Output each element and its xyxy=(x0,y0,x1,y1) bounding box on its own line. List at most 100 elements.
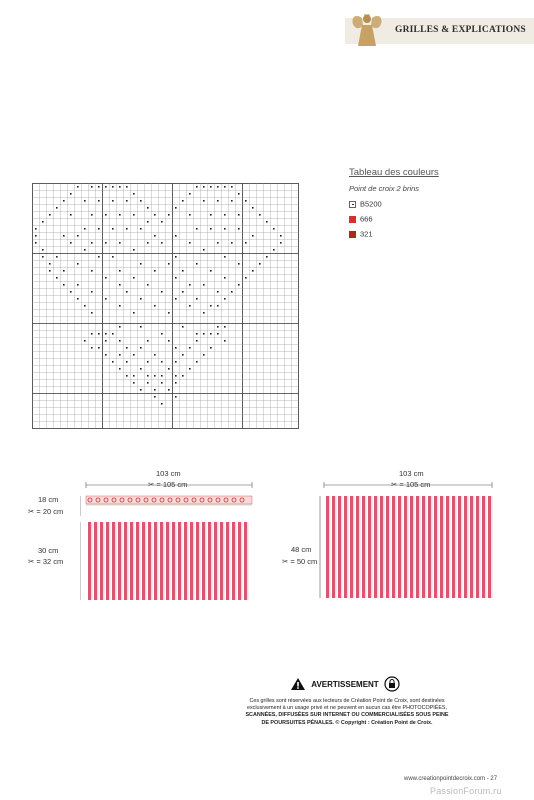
thin-stripe xyxy=(211,522,213,600)
thin-stripe xyxy=(365,496,367,598)
stitch-symbol xyxy=(49,214,51,216)
stitch-symbol xyxy=(84,200,86,202)
thin-stripe xyxy=(103,522,105,600)
thin-stripe xyxy=(347,496,349,598)
warning-line: exclusivement à un usage privé et ne peu… xyxy=(246,705,448,712)
stitch-symbol xyxy=(77,235,79,237)
stitch-symbol xyxy=(126,291,128,293)
stitch-symbol xyxy=(189,193,191,195)
stitch-symbol xyxy=(147,221,149,223)
stripe xyxy=(386,496,389,598)
stitch-symbol xyxy=(84,228,86,230)
stitch-symbol xyxy=(196,186,198,188)
thin-stripe xyxy=(193,522,195,600)
stitch-symbol xyxy=(217,305,219,307)
stitch-symbol xyxy=(266,221,268,223)
bottom-height-label: 30 cm xyxy=(38,546,59,555)
stitch-symbol xyxy=(238,214,240,216)
band-motif xyxy=(135,497,141,503)
band-motif xyxy=(127,497,133,503)
stitch-symbol xyxy=(189,368,191,370)
stitch-symbol xyxy=(91,242,93,244)
stitch-symbol xyxy=(231,186,233,188)
thin-stripe xyxy=(485,496,487,598)
stitch-symbol xyxy=(217,326,219,328)
stitch-symbol xyxy=(42,249,44,251)
stitch-symbol xyxy=(210,270,212,272)
thin-stripe xyxy=(353,496,355,598)
stitch-symbol xyxy=(105,214,107,216)
stitch-symbol xyxy=(77,186,79,188)
band-motif xyxy=(183,497,189,503)
stitch-symbol xyxy=(35,235,37,237)
stitch-symbol xyxy=(112,186,114,188)
stitch-symbol xyxy=(91,270,93,272)
thin-stripe xyxy=(431,496,433,598)
white-dot-swatch-icon xyxy=(349,200,356,208)
stitch-symbol xyxy=(140,200,142,202)
thin-stripe xyxy=(247,522,249,600)
stitch-symbol xyxy=(98,347,100,349)
stitch-symbol xyxy=(231,291,233,293)
stitch-symbol xyxy=(168,340,170,342)
stitch-symbol xyxy=(63,284,65,286)
stitch-symbol xyxy=(203,354,205,356)
stitch-symbol xyxy=(189,284,191,286)
stitch-symbol xyxy=(224,256,226,258)
stripe xyxy=(392,496,395,598)
stitch-symbol xyxy=(182,200,184,202)
band-motif xyxy=(207,497,213,503)
stripe xyxy=(238,522,241,600)
stitch-symbol xyxy=(175,382,177,384)
stitch-symbol xyxy=(245,242,247,244)
stitch-symbol xyxy=(77,263,79,265)
warning-header: AVERTISSEMENT xyxy=(250,676,440,692)
stitch-symbol xyxy=(210,333,212,335)
thin-stripe xyxy=(121,522,123,600)
footer-url-page-number[interactable]: www.creationpointdecroix.com - 27 xyxy=(404,776,498,782)
stitch-symbol xyxy=(175,256,177,258)
band-motif xyxy=(103,497,109,503)
stitch-symbol xyxy=(196,340,198,342)
stitch-symbol xyxy=(217,291,219,293)
stitch-symbol xyxy=(133,249,135,251)
stitch-symbol xyxy=(133,382,135,384)
stitch-symbol xyxy=(112,361,114,363)
stitch-symbol xyxy=(119,326,121,328)
stitch-symbol xyxy=(217,186,219,188)
stitch-symbol xyxy=(252,270,254,272)
thin-stripe xyxy=(479,496,481,598)
stripe xyxy=(416,496,419,598)
stripe xyxy=(488,496,491,598)
stitch-symbol xyxy=(175,207,177,209)
thin-stripe xyxy=(115,522,117,600)
stitch-symbol xyxy=(189,242,191,244)
stitch-symbol xyxy=(210,305,212,307)
stripe xyxy=(428,496,431,598)
stitch-symbol xyxy=(105,340,107,342)
stripe xyxy=(482,496,485,598)
band-motif xyxy=(87,497,93,503)
stitch-symbol xyxy=(56,277,58,279)
stitch-symbol xyxy=(175,347,177,349)
stitch-symbol xyxy=(280,235,282,237)
warning-title: AVERTISSEMENT xyxy=(311,679,379,689)
stitch-symbol xyxy=(217,200,219,202)
stitch-symbol xyxy=(98,333,100,335)
right-width-cut-label: ✂ = 105 cm xyxy=(391,480,431,489)
stripe xyxy=(190,522,193,600)
stitch-symbol xyxy=(196,361,198,363)
stitch-symbol xyxy=(84,249,86,251)
thin-stripe xyxy=(145,522,147,600)
stitch-symbol xyxy=(91,214,93,216)
thin-stripe xyxy=(235,522,237,600)
band-motif xyxy=(119,497,125,503)
thin-stripe xyxy=(127,522,129,600)
stripe xyxy=(184,522,187,600)
stitch-symbol xyxy=(133,312,135,314)
thin-stripe xyxy=(455,496,457,598)
thin-stripe xyxy=(389,496,391,598)
stitch-symbol xyxy=(154,214,156,216)
stitch-symbol xyxy=(182,354,184,356)
stitch-symbol xyxy=(168,214,170,216)
